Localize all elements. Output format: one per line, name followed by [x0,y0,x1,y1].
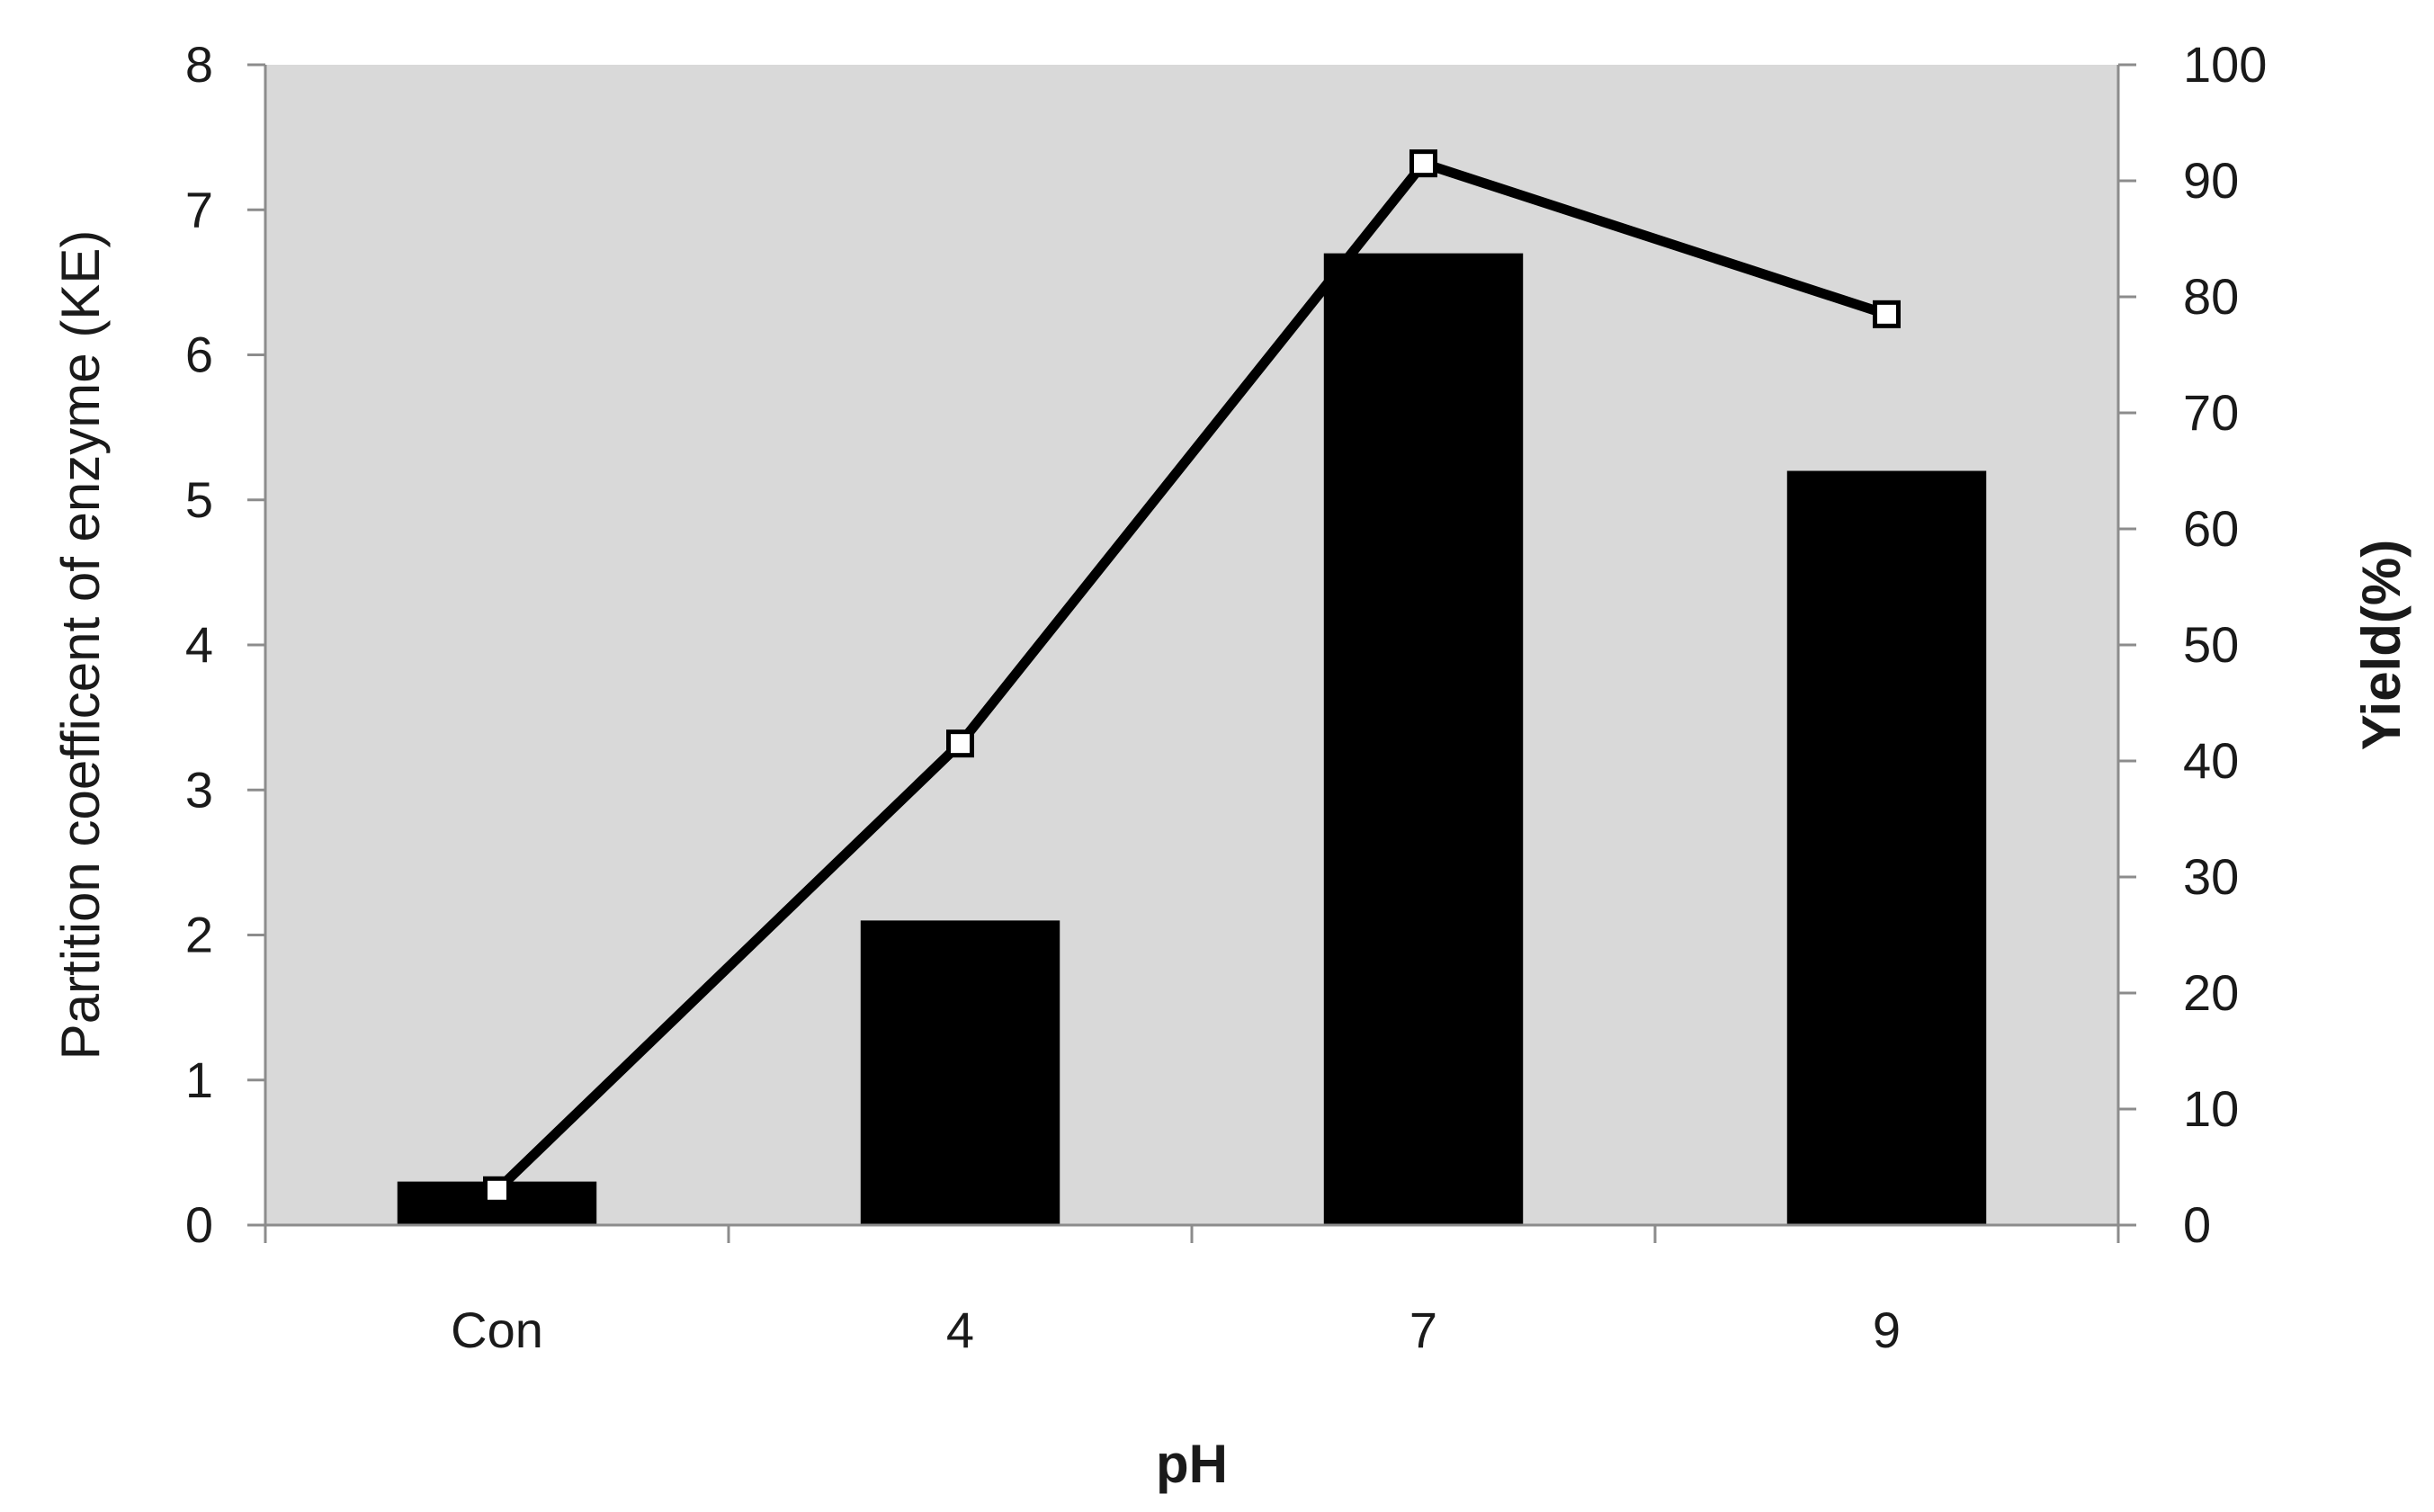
right-tick-label: 70 [2183,384,2239,441]
yield-line [493,158,1889,1194]
left-tick-label: 3 [185,761,213,818]
left-tick-label: 0 [185,1196,213,1253]
line-series [483,149,1901,1204]
left-tick-label: 6 [185,327,213,383]
right-tick-label: 10 [2183,1080,2239,1137]
bar-7 [1323,253,1524,1225]
right-tick-label: 30 [2183,848,2239,905]
yield-point-con [483,1176,511,1204]
y-axis-title: Partition coefficent of enzyme (KE) [50,230,111,1060]
right-tick-label: 60 [2183,500,2239,557]
bar-series [397,253,1987,1225]
x-axis-ticks: Con 4 7 9 [264,1225,2120,1358]
right-tick-label: 40 [2183,732,2239,789]
right-tick-label: 100 [2183,36,2267,93]
yield-point-4 [946,729,974,758]
yield-point-9 [1873,300,1901,328]
left-tick-label: 2 [185,907,213,963]
left-tick-label: 8 [185,36,213,93]
left-tick-label: 5 [185,471,213,528]
right-tick-label: 50 [2183,616,2239,673]
right-axis-ticks: 0 10 20 30 40 50 60 70 80 90 100 [2118,36,2267,1253]
yield-point-7 [1409,149,1437,178]
left-axis-ticks: 0 1 2 3 4 5 6 7 8 [185,36,265,1253]
y2-axis-title: Yield(%) [2351,540,2412,750]
bar-4 [860,920,1060,1225]
bar-9 [1786,470,1987,1225]
right-tick-label: 80 [2183,268,2239,325]
right-tick-label: 20 [2183,964,2239,1021]
left-tick-label: 4 [185,616,213,673]
left-tick-label: 1 [185,1051,213,1108]
right-tick-label: 0 [2183,1196,2211,1253]
x-axis-title: pH [1156,1434,1228,1494]
x-tick-label: 9 [1873,1302,1901,1358]
left-tick-label: 7 [185,181,213,237]
x-tick-label: 4 [946,1302,974,1358]
right-tick-label: 90 [2183,152,2239,209]
x-tick-label: Con [451,1302,543,1358]
x-tick-label: 7 [1409,1302,1437,1358]
